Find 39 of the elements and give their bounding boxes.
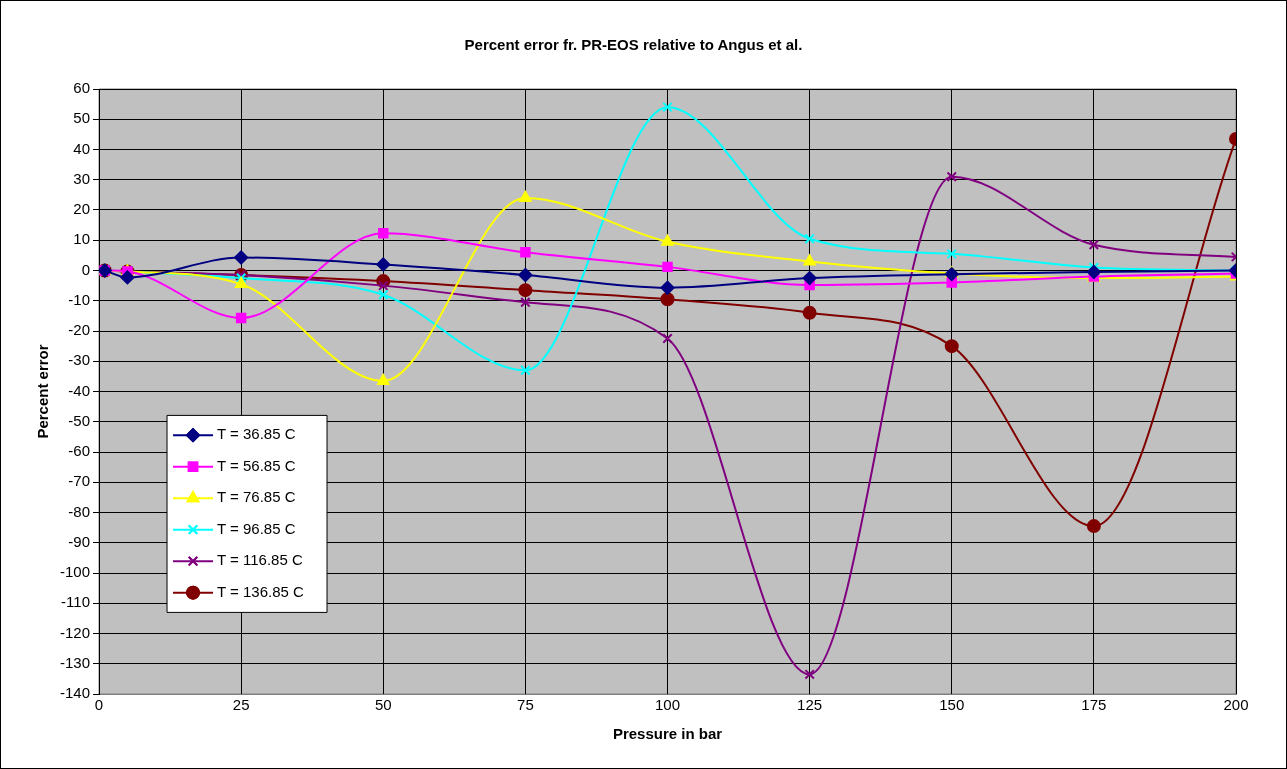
chart-title: Percent error fr. PR-EOS relative to Angus et al. <box>464 36 803 54</box>
legend-label: T = 76.85 C <box>217 488 296 506</box>
legend-label: T = 36.85 C <box>217 425 296 443</box>
legend-label: T = 56.85 C <box>217 456 296 474</box>
legend-label: T = 116.85 C <box>217 551 303 569</box>
x-tick-label: 150 <box>939 696 965 714</box>
y-tick-label: -60 <box>68 442 91 460</box>
y-tick-label: 60 <box>73 79 91 97</box>
y-tick-label: -70 <box>68 472 91 490</box>
y-tick-label: -90 <box>68 532 91 550</box>
y-tick-label: -40 <box>68 381 91 399</box>
x-tick-label: 25 <box>232 696 250 714</box>
y-tick-label: -20 <box>68 321 91 339</box>
y-tick-label: -110 <box>61 593 91 611</box>
legend-label: T = 136.85 C <box>217 582 305 600</box>
y-tick-label: 40 <box>73 139 91 157</box>
y-tick-label: -30 <box>68 351 91 369</box>
x-tick-label: 125 <box>797 696 823 714</box>
x-axis-title: Pressure in bar <box>612 725 723 743</box>
y-tick-label: -80 <box>68 502 91 520</box>
y-tick-label: 30 <box>73 169 91 187</box>
y-tick-label: -130 <box>59 653 91 671</box>
y-tick-label: -100 <box>59 563 91 581</box>
y-tick-label: 20 <box>73 200 91 218</box>
x-tick-label: 100 <box>655 696 681 714</box>
y-tick-label: 0 <box>81 260 91 278</box>
x-tick-label: 200 <box>1223 696 1249 714</box>
y-tick-label: 10 <box>73 230 91 248</box>
y-tick-label: -10 <box>68 290 91 308</box>
legend-label: T = 96.85 C <box>217 519 296 537</box>
y-axis-title: Percent error <box>34 344 52 439</box>
y-tick-label: -140 <box>59 684 91 702</box>
x-tick-label: 0 <box>94 696 104 714</box>
y-tick-label: -50 <box>68 411 91 429</box>
y-tick-label: 50 <box>73 109 91 127</box>
x-tick-label: 175 <box>1081 696 1107 714</box>
x-tick-label: 75 <box>517 696 534 714</box>
x-tick-label: 50 <box>374 696 392 714</box>
y-tick-label: -120 <box>59 623 91 641</box>
